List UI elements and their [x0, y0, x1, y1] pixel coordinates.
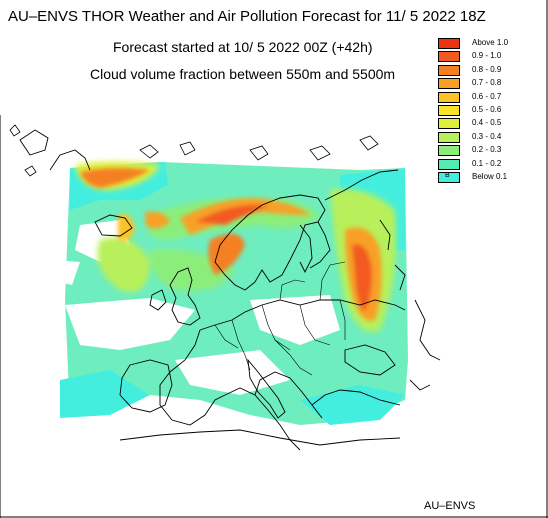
legend-swatch [438, 51, 460, 63]
forecast-start-text: Forecast started at 10/ 5 2022 00Z (+42h… [113, 39, 373, 55]
brand-label: AU–ENVS [424, 500, 476, 512]
legend-swatch [438, 64, 460, 76]
legend-label: 0.8 - 0.9 [472, 64, 502, 74]
page-title: AU–ENVS THOR Weather and Air Pollution F… [8, 8, 486, 25]
legend-label: 0.4 - 0.5 [472, 118, 502, 128]
legend-swatch [438, 78, 460, 90]
legend-label: 0.2 - 0.3 [472, 145, 502, 155]
legend-row: 0.9 - 1.0 [438, 50, 542, 63]
legend-swatch: B [438, 171, 460, 183]
variable-text: Cloud volume fraction between 550m and 5… [90, 66, 396, 82]
legend-label: Above 1.0 [472, 38, 509, 47]
legend-row: 0.8 - 0.9 [438, 64, 542, 77]
legend-row: 0.1 - 0.2 [438, 158, 542, 171]
legend-row: 0.4 - 0.5 [438, 117, 542, 130]
legend-row: B Below 0.1 [438, 171, 542, 184]
legend-label: 0.7 - 0.8 [472, 78, 502, 88]
legend-label: 0.6 - 0.7 [472, 91, 502, 101]
legend-row: 0.3 - 0.4 [438, 131, 542, 144]
legend-label: 0.1 - 0.2 [472, 158, 502, 168]
legend-label: 0.3 - 0.4 [472, 131, 502, 141]
legend-row: Above 1.0 [438, 37, 542, 50]
arctic-islands [9, 124, 379, 177]
cloud-field [55, 161, 420, 480]
legend-swatch [438, 38, 460, 49]
coastlines [19, 129, 441, 451]
legend-row: 0.6 - 0.7 [438, 91, 542, 104]
legend-swatch [438, 158, 460, 170]
legend-row: 0.7 - 0.8 [438, 77, 542, 90]
legend-swatch [438, 104, 460, 116]
legend-marker: B [445, 171, 450, 179]
legend-label: 0.5 - 0.6 [472, 104, 502, 114]
legend-swatch [438, 145, 460, 157]
legend-label: 0.9 - 1.0 [472, 51, 502, 61]
legend-row: 0.5 - 0.6 [438, 104, 542, 117]
legend-swatch [438, 118, 460, 130]
legend-swatch [438, 131, 460, 143]
legend-row: 0.2 - 0.3 [438, 144, 542, 157]
color-legend: Above 1.0 0.9 - 1.0 0.8 - 0.9 0.7 - 0.8 … [438, 37, 542, 184]
legend-label: Below 0.1 [472, 171, 508, 181]
legend-swatch [438, 91, 460, 103]
